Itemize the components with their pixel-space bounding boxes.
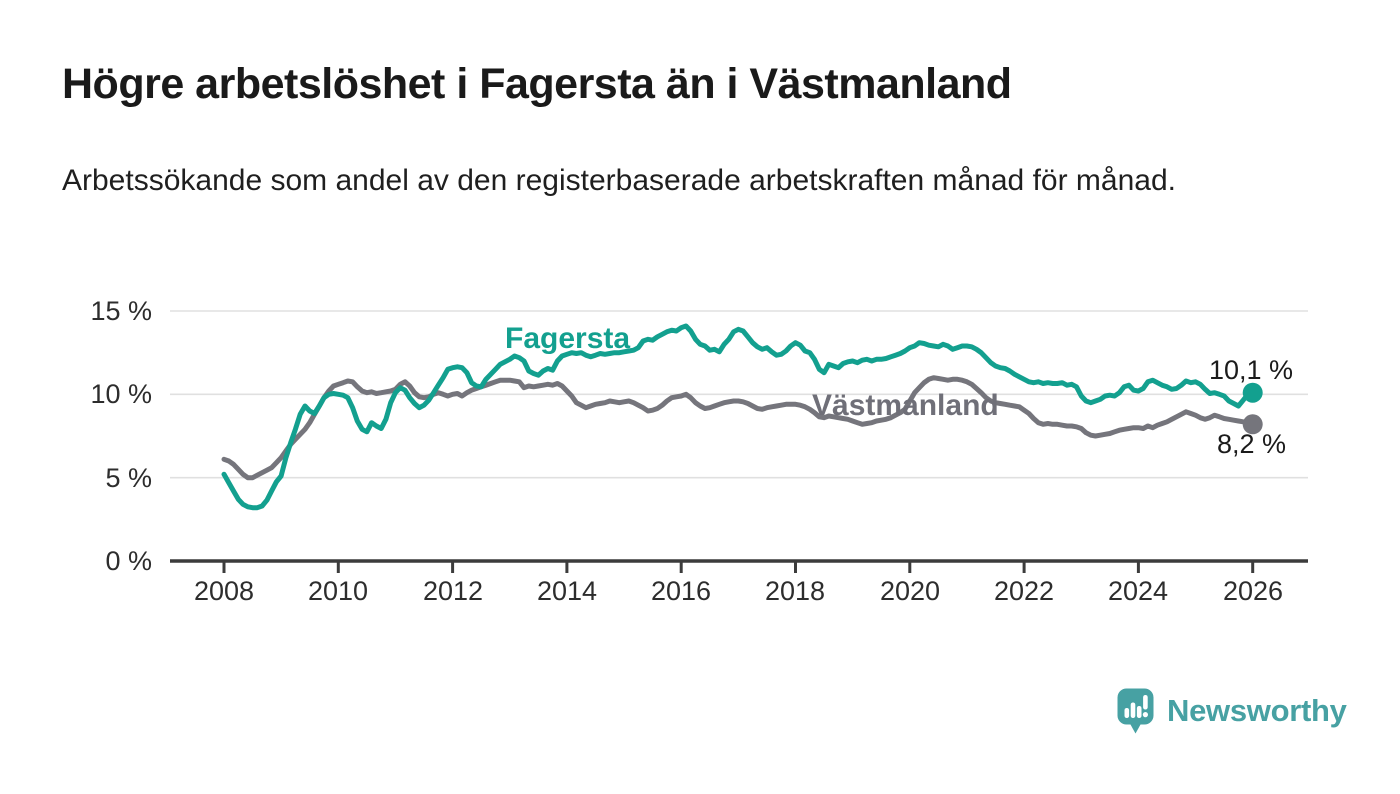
series-label-vastmanland: Västmanland bbox=[812, 389, 999, 422]
end-dot-fagersta bbox=[1242, 382, 1263, 403]
y-tick-5: 5 % bbox=[105, 463, 152, 493]
y-tick-0: 0 % bbox=[105, 546, 152, 576]
x-tick-2012: 2012 bbox=[422, 576, 484, 606]
x-tick-2020: 2020 bbox=[879, 576, 941, 606]
end-value-vastmanland: 8,2 % bbox=[1216, 429, 1286, 459]
series-line-fagersta bbox=[221, 323, 1256, 511]
newsworthy-barchart-pin-icon bbox=[1117, 688, 1154, 734]
x-tick-2008: 2008 bbox=[193, 576, 255, 606]
x-tick-2014: 2014 bbox=[536, 576, 598, 606]
page-subtitle: Arbetssökande som andel av den registerb… bbox=[62, 164, 1176, 197]
newsworthy-logo-text: Newsworthy bbox=[1167, 693, 1347, 728]
y-tick-10: 10 % bbox=[90, 379, 152, 409]
x-tick-2016: 2016 bbox=[650, 576, 712, 606]
y-tick-15: 15 % bbox=[90, 296, 152, 326]
x-tick-2010: 2010 bbox=[307, 576, 369, 606]
series-label-fagersta: Fagersta bbox=[505, 322, 631, 355]
x-tick-2024: 2024 bbox=[1107, 576, 1169, 606]
x-tick-2026: 2026 bbox=[1222, 576, 1284, 606]
x-tick-2018: 2018 bbox=[764, 576, 826, 606]
end-value-fagersta: 10,1 % bbox=[1208, 355, 1293, 385]
end-dot-västmanland bbox=[1242, 414, 1263, 435]
newsworthy-logo: Newsworthy bbox=[1117, 688, 1347, 734]
x-tick-2022: 2022 bbox=[993, 576, 1055, 606]
page-title: Högre arbetslöshet i Fagersta än i Västm… bbox=[62, 60, 1012, 108]
